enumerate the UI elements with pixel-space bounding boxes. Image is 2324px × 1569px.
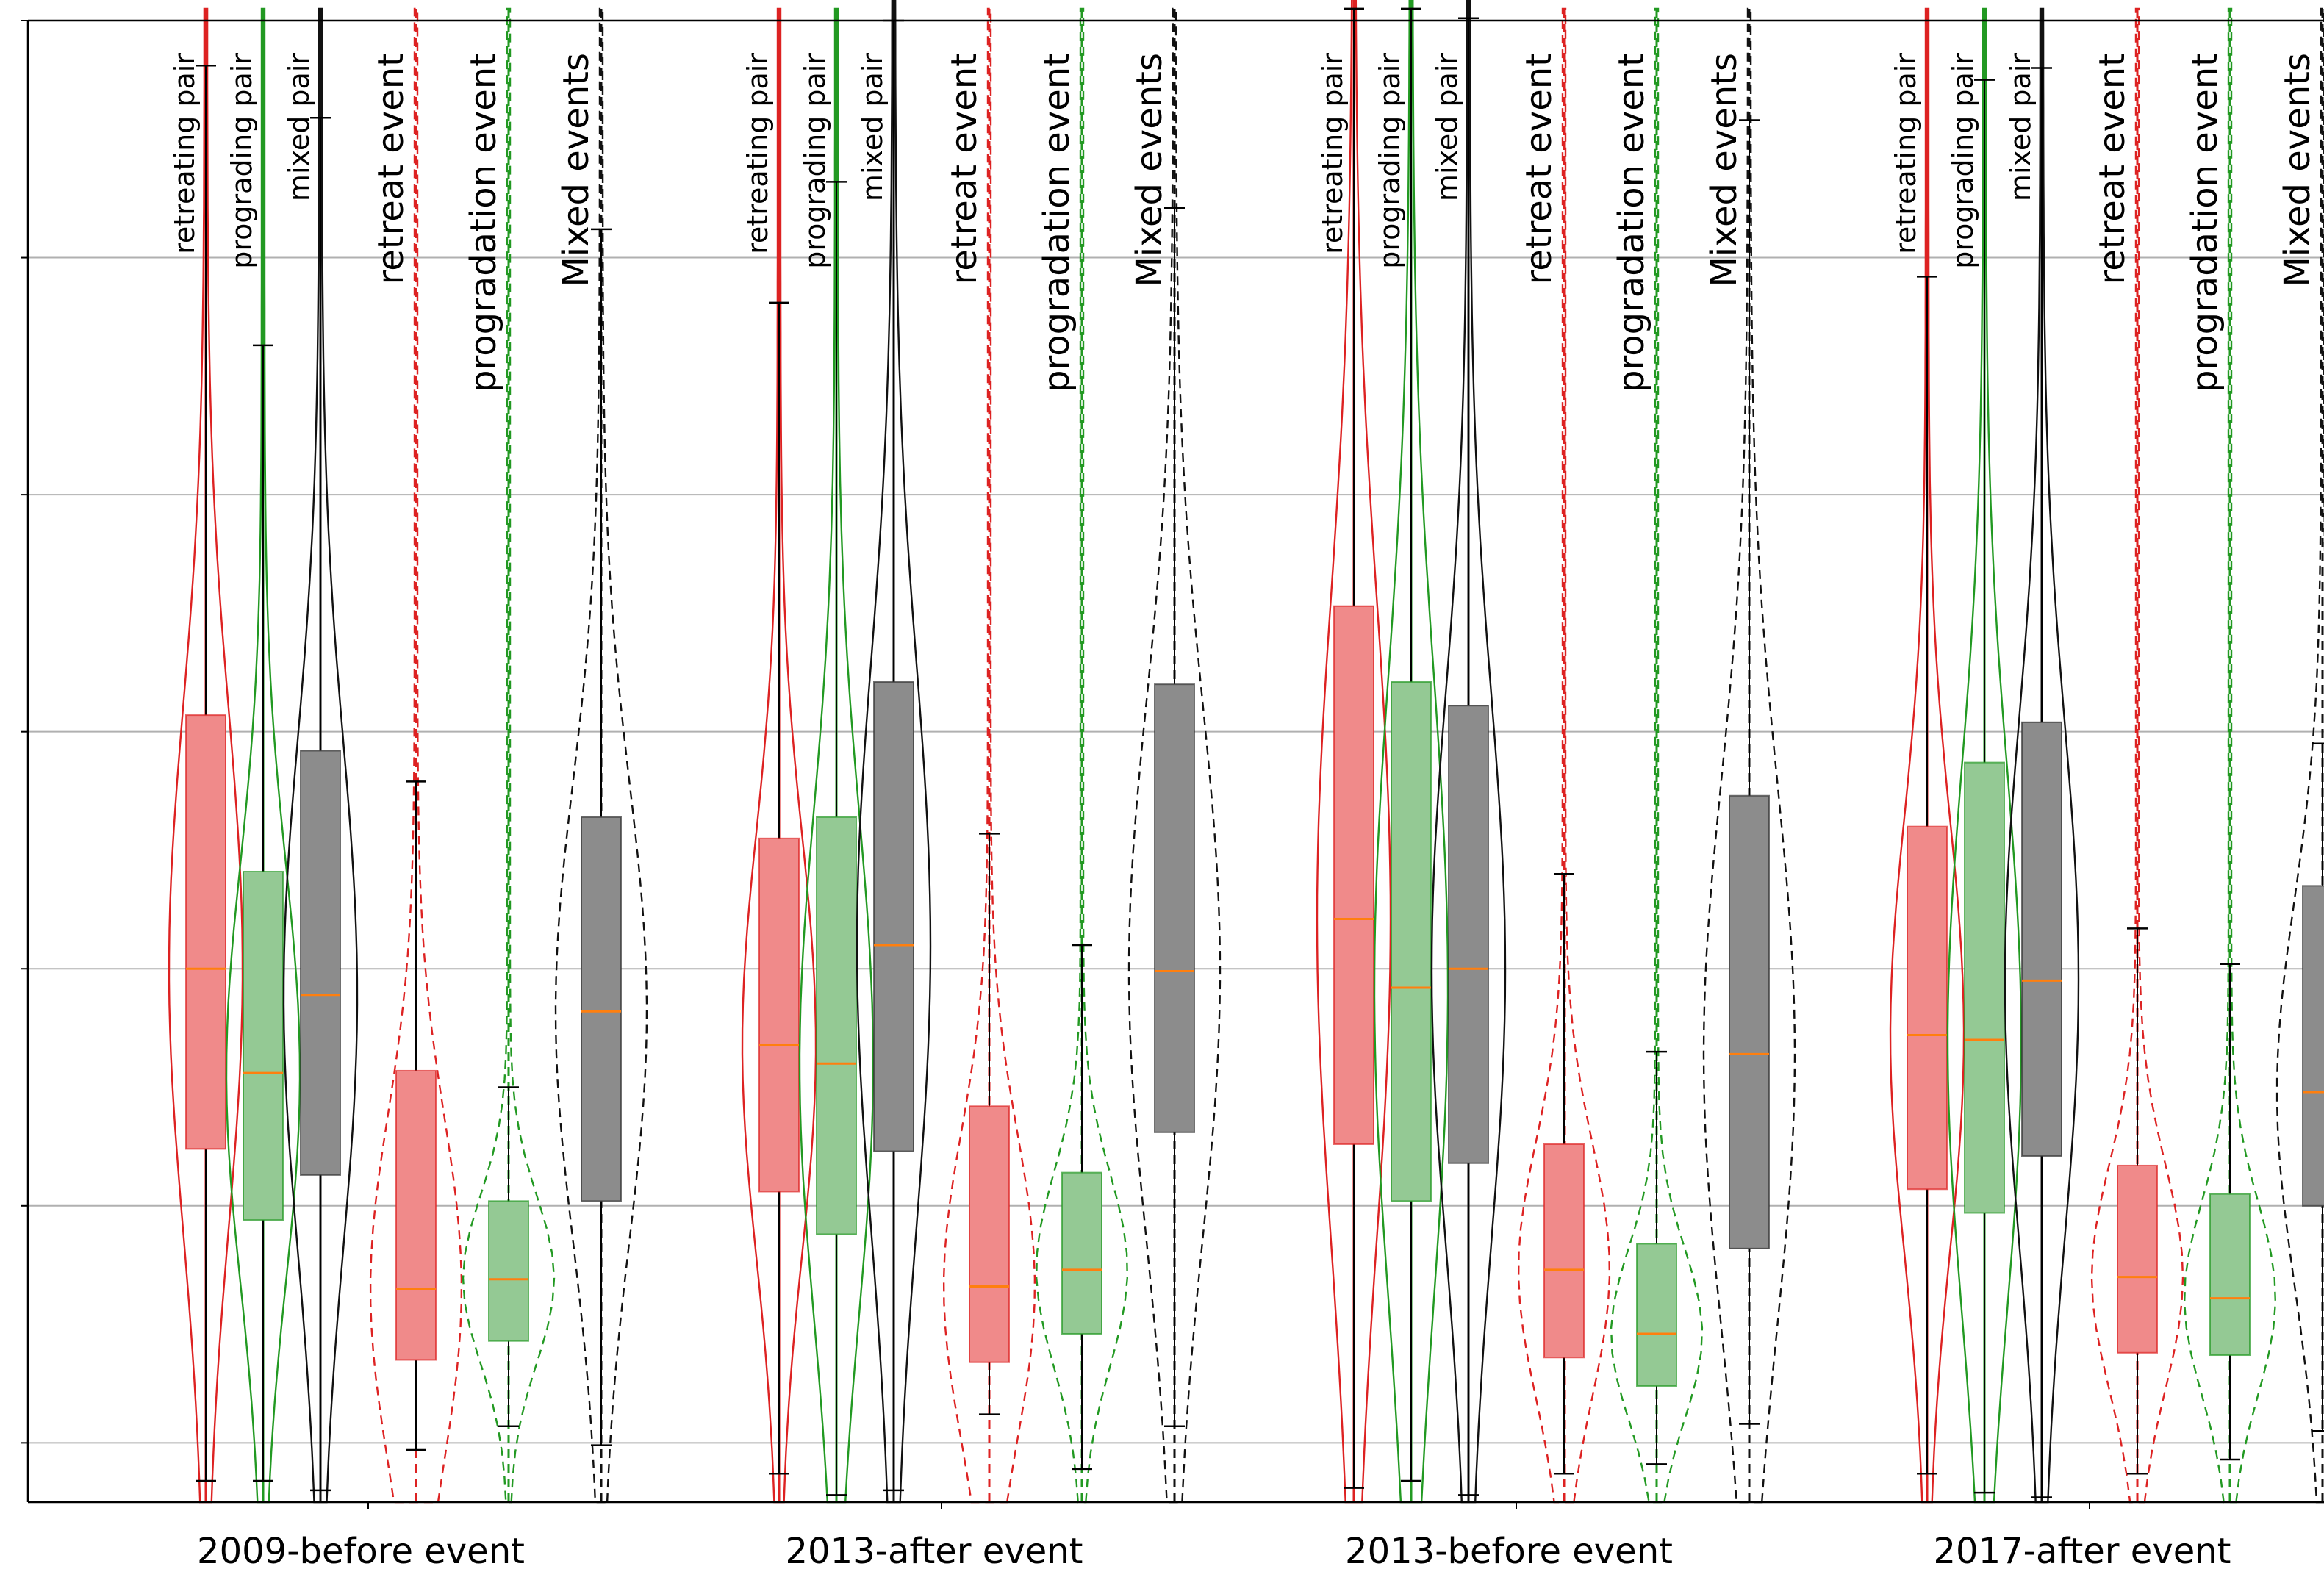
x-tick-label: 2009-before event bbox=[197, 1531, 525, 1569]
box bbox=[816, 816, 857, 1235]
box bbox=[1543, 1143, 1585, 1359]
series-label: retreat event bbox=[370, 53, 412, 284]
box bbox=[758, 837, 800, 1193]
violin-outline bbox=[1430, 0, 1507, 1504]
x-tick-label: 2013-after event bbox=[786, 1531, 1083, 1569]
box bbox=[1729, 794, 1770, 1249]
x-tick-label: 2017-after event bbox=[1934, 1531, 2231, 1569]
violin-outline bbox=[282, 7, 359, 1504]
series-label: prograding pair bbox=[226, 53, 258, 269]
series-label: retreating pair bbox=[1316, 53, 1349, 254]
violin-outline bbox=[1373, 0, 1449, 1504]
x-tick-label: 2013-before event bbox=[1345, 1531, 1673, 1569]
series-label: progradation event bbox=[463, 53, 504, 392]
violin-outline bbox=[168, 7, 244, 1504]
violin-outline bbox=[1517, 7, 1611, 1504]
box bbox=[1391, 681, 1432, 1202]
violin-outline bbox=[1889, 7, 1965, 1504]
series-label: retreating pair bbox=[1890, 53, 1922, 254]
violin-outline bbox=[2090, 7, 2184, 1504]
series-labels: retreating pair prograding pair mixed pair… bbox=[168, 53, 2318, 392]
series-label: retreat event bbox=[2092, 53, 2133, 284]
violin-outline bbox=[741, 7, 817, 1504]
series-label: prograding pair bbox=[1374, 53, 1406, 269]
violin-outline bbox=[1946, 7, 2023, 1504]
series-label: Mixed events bbox=[1129, 53, 1170, 287]
box bbox=[488, 1200, 529, 1342]
series-label: mixed pair bbox=[283, 53, 315, 201]
violin-outline bbox=[798, 7, 875, 1504]
violin-outline bbox=[554, 7, 648, 1504]
box bbox=[1636, 1243, 1677, 1387]
box bbox=[2209, 1193, 2251, 1357]
violin-outline bbox=[225, 7, 301, 1504]
series-label: progradation event bbox=[2184, 53, 2226, 392]
box bbox=[873, 681, 914, 1152]
series-label: retreating pair bbox=[168, 53, 201, 254]
series-label: retreat event bbox=[1518, 53, 1560, 284]
box bbox=[243, 870, 284, 1221]
series-label: mixed pair bbox=[1431, 53, 1463, 201]
violin-outline bbox=[1316, 0, 1392, 1504]
series-label: retreating pair bbox=[742, 53, 774, 254]
box bbox=[1061, 1171, 1102, 1335]
box bbox=[1154, 683, 1195, 1133]
box bbox=[1333, 605, 1374, 1145]
box bbox=[1964, 761, 2005, 1214]
series-label: retreat event bbox=[944, 53, 985, 284]
box bbox=[2021, 721, 2062, 1157]
series-label: progradation event bbox=[1036, 53, 1077, 392]
series-label: Mixed events bbox=[556, 53, 597, 287]
violin-outline bbox=[942, 7, 1036, 1504]
violin-outline bbox=[856, 0, 932, 1504]
violin-outline bbox=[1702, 7, 1796, 1504]
box bbox=[1907, 825, 1948, 1191]
violin-outline bbox=[1127, 7, 1222, 1504]
plot-marks bbox=[168, 0, 2324, 1504]
violin-outline bbox=[2275, 7, 2324, 1504]
x-tick-labels: 2009-before event 2013-after event 2013-be… bbox=[197, 1531, 2231, 1569]
box bbox=[185, 714, 226, 1150]
box bbox=[969, 1105, 1010, 1363]
box bbox=[2302, 885, 2324, 1207]
series-label: prograding pair bbox=[1947, 53, 1979, 269]
series-label: Mixed events bbox=[1704, 53, 1745, 287]
box bbox=[2117, 1164, 2158, 1354]
series-label: mixed pair bbox=[2004, 53, 2037, 201]
violin-outline bbox=[369, 7, 463, 1504]
violin-outline bbox=[462, 7, 556, 1504]
violin-outline bbox=[1035, 7, 1129, 1504]
series-label: Mixed events bbox=[2277, 53, 2318, 287]
violin-outline bbox=[2004, 7, 2080, 1504]
box bbox=[1448, 705, 1489, 1164]
box bbox=[395, 1069, 437, 1361]
violin-outline bbox=[1610, 7, 1704, 1504]
series-label: mixed pair bbox=[856, 53, 889, 201]
axes bbox=[21, 19, 2324, 1509]
box bbox=[581, 816, 622, 1202]
series-label: progradation event bbox=[1611, 53, 1652, 392]
box bbox=[300, 750, 341, 1176]
series-label: prograding pair bbox=[799, 53, 831, 269]
violin-outline bbox=[2183, 7, 2277, 1504]
